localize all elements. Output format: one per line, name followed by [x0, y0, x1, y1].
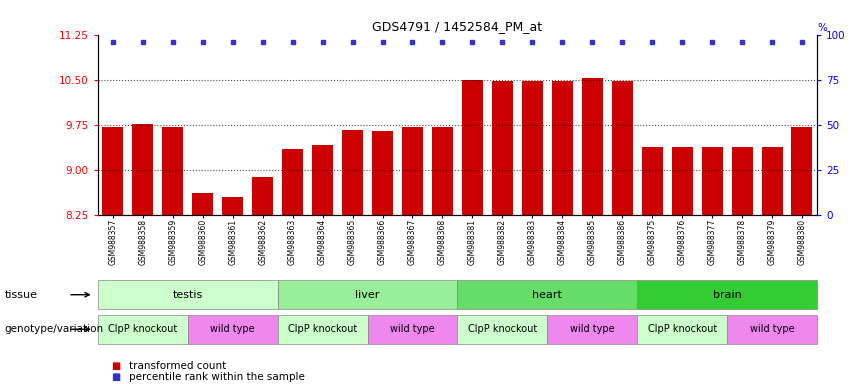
Text: wild type: wild type — [210, 324, 255, 334]
Bar — [132, 124, 153, 215]
Bar — [732, 147, 752, 215]
Bar — [522, 81, 543, 215]
Text: genotype/variation: genotype/variation — [4, 324, 103, 334]
Text: wild type: wild type — [390, 324, 435, 334]
Bar — [402, 127, 423, 215]
Text: tissue: tissue — [4, 290, 37, 300]
Bar — [192, 193, 214, 215]
Bar — [671, 147, 693, 215]
Bar — [582, 78, 603, 215]
Text: transformed count: transformed count — [129, 361, 226, 371]
Text: percentile rank within the sample: percentile rank within the sample — [129, 372, 306, 382]
Text: ■: ■ — [111, 361, 120, 371]
Bar — [701, 147, 722, 215]
Title: GDS4791 / 1452584_PM_at: GDS4791 / 1452584_PM_at — [373, 20, 542, 33]
Text: wild type: wild type — [750, 324, 794, 334]
Bar — [312, 145, 333, 215]
Text: ClpP knockout: ClpP knockout — [648, 324, 717, 334]
Text: brain: brain — [712, 290, 741, 300]
Bar — [222, 197, 243, 215]
Text: heart: heart — [533, 290, 563, 300]
Text: ■: ■ — [111, 372, 120, 382]
Bar — [791, 127, 813, 215]
Bar — [372, 131, 393, 215]
Text: %: % — [817, 23, 827, 33]
Bar — [342, 130, 363, 215]
Text: wild type: wild type — [570, 324, 614, 334]
Bar — [432, 127, 453, 215]
Text: ClpP knockout: ClpP knockout — [108, 324, 177, 334]
Bar — [551, 81, 573, 215]
Text: ClpP knockout: ClpP knockout — [468, 324, 537, 334]
Bar — [252, 177, 273, 215]
Bar — [462, 80, 483, 215]
Text: testis: testis — [173, 290, 203, 300]
Text: liver: liver — [356, 290, 380, 300]
Bar — [492, 81, 513, 215]
Bar — [612, 81, 632, 215]
Text: ClpP knockout: ClpP knockout — [288, 324, 357, 334]
Bar — [283, 149, 303, 215]
Bar — [163, 127, 183, 215]
Bar — [642, 147, 663, 215]
Bar — [102, 127, 123, 215]
Bar — [762, 147, 783, 215]
